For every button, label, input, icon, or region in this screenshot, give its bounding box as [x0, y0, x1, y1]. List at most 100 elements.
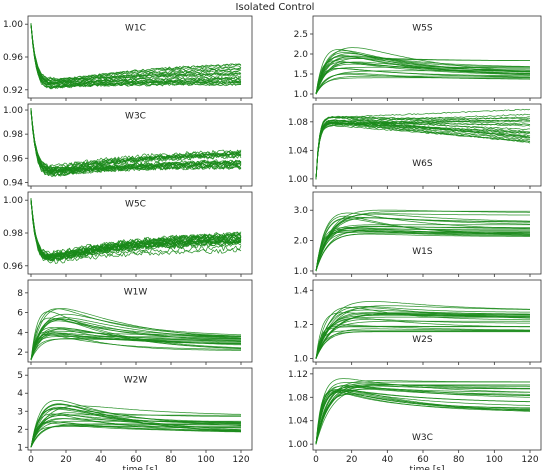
y-tick-label: 0.98 [3, 130, 23, 140]
y-tick-label: 1.00 [288, 175, 308, 185]
series-line [315, 213, 530, 272]
x-axis-label: time [s] [123, 465, 158, 470]
x-tick-label: 0 [313, 455, 319, 465]
series-group [315, 47, 531, 95]
y-tick-label: 2.0 [294, 50, 309, 60]
series-line [315, 47, 530, 95]
panel-7: 2 4 6 8 W1W [17, 279, 253, 365]
series-group [315, 378, 531, 445]
x-tick-label: 80 [165, 455, 177, 465]
y-tick-label: 1.12 [288, 370, 308, 380]
axes-frame [27, 103, 253, 187]
series-line [315, 119, 531, 179]
series-line [315, 217, 530, 272]
y-tick-label: 1.08 [288, 393, 308, 403]
series-line [315, 306, 530, 359]
series-line [30, 406, 242, 448]
x-axis-label: time [s] [410, 465, 445, 470]
series-line [315, 77, 530, 95]
y-tick-label: 1.0 [294, 355, 309, 365]
series-line [315, 312, 531, 359]
y-tick-label: 2 [17, 348, 23, 358]
series-line [315, 115, 530, 180]
axes-frame [312, 191, 542, 275]
series-line [30, 405, 242, 448]
series-line [315, 388, 530, 445]
series-line [30, 202, 242, 258]
series-line [315, 122, 530, 180]
series-line [315, 119, 531, 179]
panel-10: 1.00 1.04 1.08 1.12 0 20 40 60 80 100 120 time [s] W… [288, 367, 542, 470]
axes-frame [27, 367, 253, 451]
series-line [315, 312, 530, 359]
series-line [315, 232, 530, 272]
panel-label: W5S [412, 23, 433, 33]
series-line [315, 55, 531, 95]
series-line [30, 317, 242, 361]
series-line [315, 386, 530, 445]
series-line [30, 24, 242, 90]
y-tick-label: 1 [17, 443, 23, 453]
series-group [315, 108, 531, 180]
x-tick-label: 120 [521, 455, 538, 465]
series-line [30, 334, 242, 361]
series-line [315, 60, 530, 95]
y-tick-label: 0.92 [3, 86, 23, 96]
series-line [315, 213, 530, 272]
series-line [315, 116, 531, 179]
panel-3: 0.94 0.96 0.98 1.00 W3C [3, 103, 253, 189]
series-line [315, 331, 530, 359]
series-line [315, 50, 531, 95]
series-line [315, 392, 531, 445]
series-line [315, 124, 531, 180]
series-line [315, 381, 530, 445]
series-group [30, 107, 242, 178]
series-line [30, 334, 242, 361]
panel-label: W5C [125, 199, 146, 209]
panel-9: 1 2 3 4 5 0 20 40 60 80 100 120 time [s] W2W [17, 367, 253, 470]
y-tick-label: 1.08 [288, 118, 308, 128]
y-tick-label: 0.94 [3, 178, 23, 188]
series-line [315, 68, 530, 95]
series-group [30, 198, 242, 264]
series-line [315, 231, 530, 272]
series-line [315, 56, 530, 95]
series-line [30, 24, 242, 85]
series-line [30, 110, 242, 171]
x-tick-label: 20 [346, 455, 358, 465]
x-tick-label: 60 [130, 455, 142, 465]
series-line [315, 209, 530, 272]
series-line [315, 67, 531, 95]
series-line [315, 384, 530, 445]
series-group [30, 400, 242, 448]
x-tick-label: 120 [232, 455, 249, 465]
y-tick-label: 1.04 [288, 417, 308, 427]
series-line [30, 413, 242, 448]
panel-2: 1.0 1.5 2.0 2.5 W5S [294, 15, 542, 101]
panel-label: W3C [412, 433, 433, 443]
series-line [30, 111, 242, 169]
y-tick-label: 5 [17, 371, 23, 381]
panel-1: 0.92 0.96 1.00 W1C [3, 15, 253, 101]
series-line [315, 122, 531, 179]
y-tick-label: 1.00 [3, 106, 23, 116]
series-line [30, 408, 241, 448]
y-tick-label: 2.0 [294, 237, 309, 247]
panel-label: W2W [124, 375, 148, 385]
series-line [315, 72, 531, 95]
x-tick-label: 0 [28, 455, 34, 465]
panel-label: W1C [125, 23, 146, 33]
y-tick-label: 3 [17, 407, 23, 417]
y-tick-label: 0.98 [3, 229, 23, 239]
series-group [30, 308, 242, 361]
series-group [315, 301, 531, 359]
y-tick-label: 1.00 [3, 20, 23, 30]
figure-title: Isolated Control [236, 2, 315, 13]
panels-group: 0.920.961.00 W1C1.01.52.02.5W5S0.940.960.… [3, 15, 542, 470]
series-line [30, 201, 242, 257]
series-line [30, 414, 241, 448]
panel-5: 0.96 0.98 1.00 W5C [3, 191, 253, 277]
y-tick-label: 1.5 [294, 70, 308, 80]
panel-label: W6S [412, 159, 433, 169]
